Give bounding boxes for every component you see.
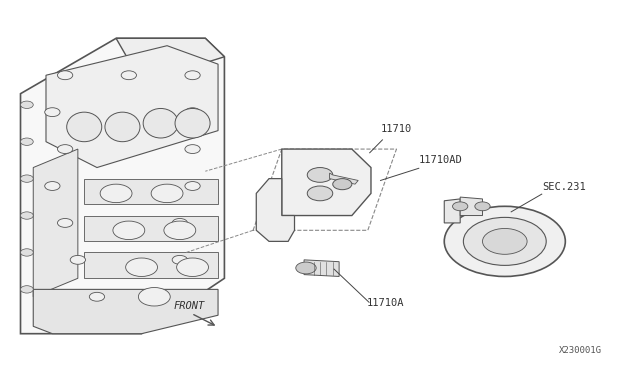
- Circle shape: [121, 71, 136, 80]
- Ellipse shape: [105, 112, 140, 142]
- Circle shape: [333, 179, 352, 190]
- Circle shape: [483, 228, 527, 254]
- Polygon shape: [330, 173, 358, 184]
- Circle shape: [444, 206, 565, 276]
- Circle shape: [307, 167, 333, 182]
- Circle shape: [463, 217, 546, 265]
- Circle shape: [45, 182, 60, 190]
- Circle shape: [151, 184, 183, 203]
- Circle shape: [58, 71, 73, 80]
- Polygon shape: [33, 289, 218, 334]
- Text: 11710A: 11710A: [367, 298, 404, 308]
- Text: 11710AD: 11710AD: [419, 155, 463, 164]
- Polygon shape: [84, 253, 218, 278]
- Polygon shape: [46, 46, 218, 167]
- Circle shape: [452, 202, 468, 211]
- Polygon shape: [84, 179, 218, 205]
- Circle shape: [20, 212, 33, 219]
- Circle shape: [20, 101, 33, 109]
- Circle shape: [70, 256, 86, 264]
- Circle shape: [177, 258, 209, 276]
- Circle shape: [100, 184, 132, 203]
- Polygon shape: [20, 38, 225, 334]
- Circle shape: [172, 256, 188, 264]
- Circle shape: [20, 175, 33, 182]
- Circle shape: [296, 262, 316, 274]
- Circle shape: [20, 249, 33, 256]
- Circle shape: [185, 71, 200, 80]
- Polygon shape: [444, 199, 460, 223]
- Circle shape: [185, 108, 200, 116]
- Circle shape: [20, 138, 33, 145]
- Circle shape: [185, 182, 200, 190]
- Circle shape: [58, 145, 73, 154]
- Circle shape: [138, 288, 170, 306]
- Ellipse shape: [175, 109, 210, 138]
- Ellipse shape: [67, 112, 102, 142]
- Polygon shape: [84, 215, 218, 241]
- Circle shape: [475, 202, 490, 211]
- Circle shape: [172, 218, 188, 227]
- Polygon shape: [282, 149, 371, 215]
- Text: SEC.231: SEC.231: [541, 182, 586, 192]
- Circle shape: [307, 186, 333, 201]
- Text: FRONT: FRONT: [173, 301, 205, 311]
- Circle shape: [45, 108, 60, 116]
- Polygon shape: [460, 197, 483, 215]
- Circle shape: [125, 258, 157, 276]
- Polygon shape: [304, 260, 339, 276]
- Circle shape: [185, 145, 200, 154]
- Circle shape: [153, 292, 168, 301]
- Circle shape: [164, 221, 196, 240]
- Circle shape: [20, 286, 33, 293]
- Circle shape: [90, 292, 104, 301]
- Polygon shape: [256, 179, 294, 241]
- Polygon shape: [116, 38, 225, 83]
- Circle shape: [113, 221, 145, 240]
- Text: 11710: 11710: [381, 124, 412, 134]
- Circle shape: [58, 218, 73, 227]
- Text: X230001G: X230001G: [559, 346, 602, 355]
- Ellipse shape: [143, 109, 178, 138]
- Polygon shape: [33, 149, 78, 297]
